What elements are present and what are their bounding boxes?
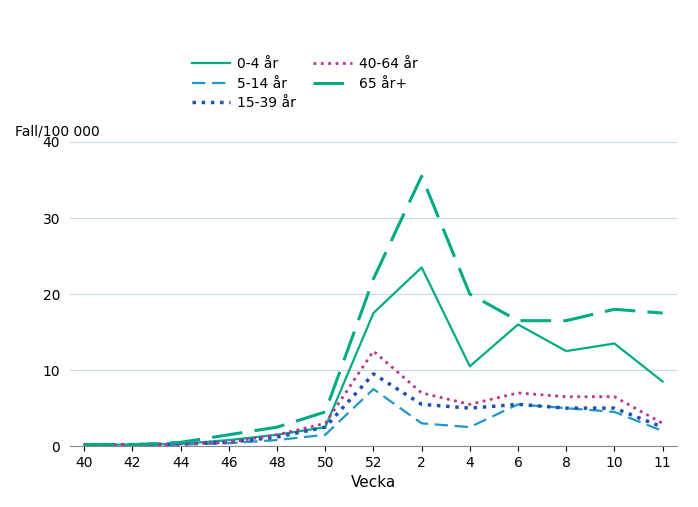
- Text: Fall/100 000: Fall/100 000: [15, 125, 100, 139]
- X-axis label: Vecka: Vecka: [351, 476, 396, 490]
- Legend: 0-4 år, 5-14 år, 15-39 år, 40-64 år, 65 år+: 0-4 år, 5-14 år, 15-39 år, 40-64 år, 65 …: [186, 52, 423, 116]
